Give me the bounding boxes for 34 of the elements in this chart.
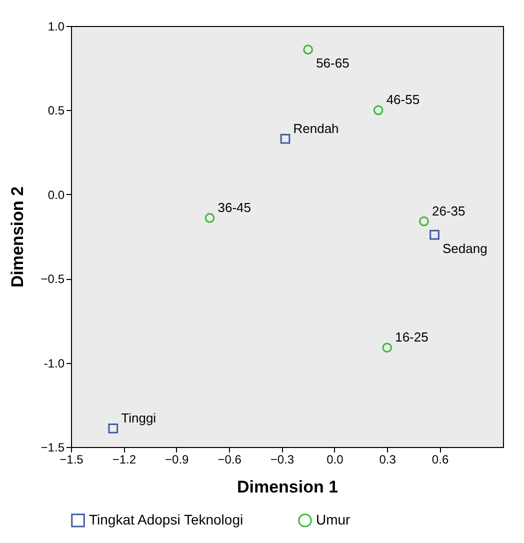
annotation: 36-45 (218, 200, 251, 215)
x-tick-label: 0.0 (326, 452, 344, 466)
x-tick-label: −0.6 (218, 452, 242, 466)
y-tick-label: 1.0 (48, 20, 65, 34)
annotation: Rendah (293, 120, 339, 136)
y-tick-label: −0.5 (40, 272, 65, 286)
point (419, 216, 429, 226)
legend-label: Umur (316, 511, 351, 528)
legend-label: Tingkat Adopsi Teknologi (89, 511, 244, 528)
x-tick-label: −1.5 (60, 452, 84, 466)
y-axis-title: Dimension 2 (8, 186, 27, 288)
annotation: Sedang (442, 240, 488, 256)
point (430, 230, 440, 240)
annotation: 26-35 (432, 203, 466, 218)
y-tick-label: −1.5 (40, 440, 65, 454)
y-tick-label: 0.0 (48, 188, 65, 202)
annotation: 46-55 (386, 92, 420, 108)
point (373, 105, 384, 116)
x-tick-label: −0.9 (165, 452, 190, 466)
point (303, 44, 314, 54)
annotation: 16-25 (395, 330, 428, 345)
x-tick-label: 0.3 (379, 452, 396, 466)
x-tick-label: 0.6 (432, 452, 449, 466)
x-tick-label: −0.3 (270, 452, 294, 466)
y-tick-label: 0.5 (48, 104, 65, 118)
annotation: Tinggi (121, 410, 156, 426)
annotation: 56-65 (316, 56, 350, 71)
point (108, 424, 118, 434)
y-tick-label: -1.0 (44, 356, 65, 370)
point (280, 134, 290, 144)
x-tick-label: −1.2 (112, 452, 136, 466)
point (382, 342, 392, 353)
point (204, 213, 215, 223)
x-axis-title: Dimension 1 (236, 478, 338, 496)
